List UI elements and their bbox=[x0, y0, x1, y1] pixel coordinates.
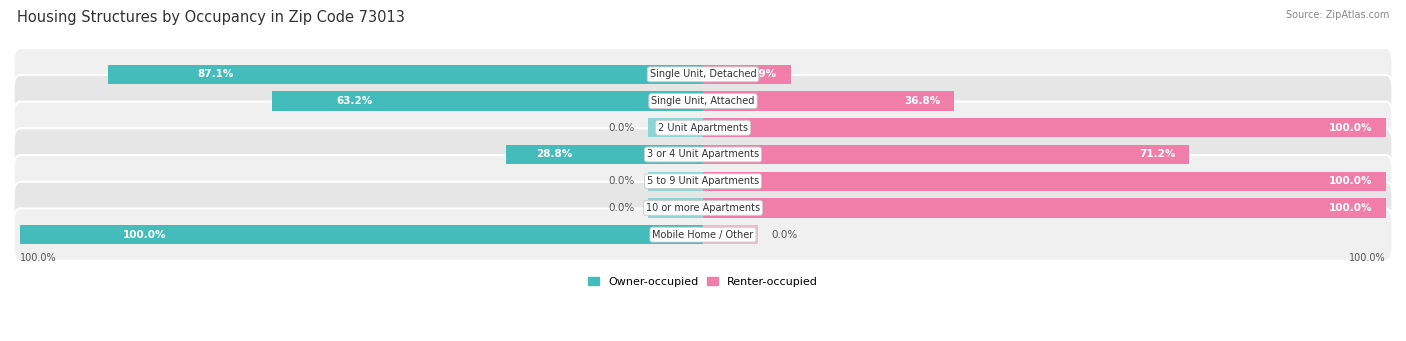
FancyBboxPatch shape bbox=[14, 155, 1392, 207]
Text: 100.0%: 100.0% bbox=[1329, 123, 1372, 133]
Text: 71.2%: 71.2% bbox=[1139, 149, 1175, 160]
Text: 100.0%: 100.0% bbox=[21, 253, 58, 263]
Text: Single Unit, Attached: Single Unit, Attached bbox=[651, 96, 755, 106]
Text: Housing Structures by Occupancy in Zip Code 73013: Housing Structures by Occupancy in Zip C… bbox=[17, 10, 405, 25]
FancyBboxPatch shape bbox=[14, 102, 1392, 154]
Text: 28.8%: 28.8% bbox=[536, 149, 572, 160]
Bar bbox=[648, 172, 703, 191]
Bar bbox=[703, 91, 955, 111]
Bar bbox=[271, 91, 703, 111]
Text: 63.2%: 63.2% bbox=[336, 96, 373, 106]
Bar bbox=[703, 145, 1189, 164]
Bar bbox=[108, 65, 703, 84]
Bar bbox=[506, 145, 703, 164]
Text: 36.8%: 36.8% bbox=[904, 96, 941, 106]
Bar bbox=[703, 118, 1385, 137]
Legend: Owner-occupied, Renter-occupied: Owner-occupied, Renter-occupied bbox=[583, 272, 823, 291]
Text: 0.0%: 0.0% bbox=[772, 229, 797, 240]
Text: 10 or more Apartments: 10 or more Apartments bbox=[645, 203, 761, 213]
Text: 0.0%: 0.0% bbox=[609, 203, 634, 213]
Text: 0.0%: 0.0% bbox=[609, 176, 634, 186]
Text: 100.0%: 100.0% bbox=[1329, 203, 1372, 213]
Text: 2 Unit Apartments: 2 Unit Apartments bbox=[658, 123, 748, 133]
Text: 87.1%: 87.1% bbox=[198, 69, 233, 79]
Bar bbox=[703, 198, 1385, 218]
Text: 0.0%: 0.0% bbox=[609, 123, 634, 133]
Text: 5 to 9 Unit Apartments: 5 to 9 Unit Apartments bbox=[647, 176, 759, 186]
Text: Source: ZipAtlas.com: Source: ZipAtlas.com bbox=[1285, 10, 1389, 20]
Text: 100.0%: 100.0% bbox=[122, 229, 166, 240]
Text: 3 or 4 Unit Apartments: 3 or 4 Unit Apartments bbox=[647, 149, 759, 160]
Bar bbox=[648, 198, 703, 218]
Text: 100.0%: 100.0% bbox=[1348, 253, 1385, 263]
Text: Mobile Home / Other: Mobile Home / Other bbox=[652, 229, 754, 240]
Bar bbox=[648, 118, 703, 137]
Text: 12.9%: 12.9% bbox=[741, 69, 778, 79]
Text: Single Unit, Detached: Single Unit, Detached bbox=[650, 69, 756, 79]
FancyBboxPatch shape bbox=[14, 208, 1392, 261]
FancyBboxPatch shape bbox=[14, 75, 1392, 127]
Bar bbox=[21, 225, 703, 244]
Bar bbox=[703, 65, 792, 84]
Bar bbox=[703, 172, 1385, 191]
FancyBboxPatch shape bbox=[14, 48, 1392, 101]
FancyBboxPatch shape bbox=[14, 182, 1392, 234]
Bar bbox=[703, 225, 758, 244]
FancyBboxPatch shape bbox=[14, 128, 1392, 181]
Text: 100.0%: 100.0% bbox=[1329, 176, 1372, 186]
